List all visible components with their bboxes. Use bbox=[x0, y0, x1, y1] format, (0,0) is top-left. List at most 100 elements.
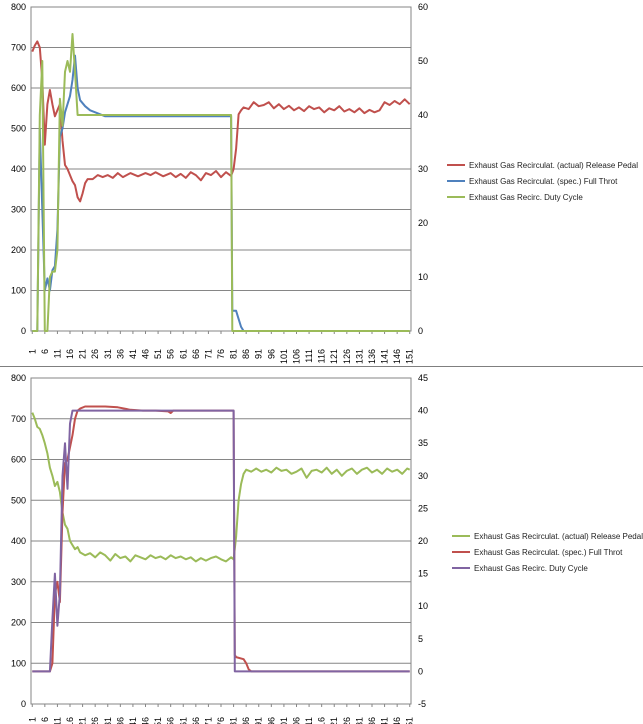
y-right-tick-label: 35 bbox=[418, 438, 428, 448]
legend-label-3: Exhaust Gas Recirc. Duty Cycle bbox=[474, 564, 588, 573]
x-tick-label: 31 bbox=[103, 717, 113, 724]
x-tick-label: 121 bbox=[329, 717, 339, 724]
x-tick-label: 26 bbox=[90, 349, 100, 359]
x-tick-label: 66 bbox=[191, 349, 201, 359]
legend-label-3: Exhaust Gas Recirc. Duty Cycle bbox=[469, 193, 583, 202]
y-right-tick-label: 0 bbox=[418, 666, 423, 676]
y-right-tick-label: 40 bbox=[418, 110, 428, 120]
x-tick-label: 121 bbox=[329, 349, 339, 364]
y-right-tick-label: 60 bbox=[418, 2, 428, 12]
y-left-tick-label: 700 bbox=[11, 414, 26, 424]
x-tick-label: 91 bbox=[254, 349, 264, 359]
y-right-tick-label: 20 bbox=[418, 536, 428, 546]
x-tick-label: 81 bbox=[229, 349, 239, 359]
y-left-tick-label: 500 bbox=[11, 495, 26, 505]
x-tick-label: 146 bbox=[392, 349, 402, 364]
x-tick-label: 26 bbox=[90, 717, 100, 724]
x-tick-label: 86 bbox=[241, 717, 251, 724]
x-tick-label: 21 bbox=[78, 717, 88, 724]
chart-panel-bottom: 0 100 200 300 400 500 600 700 800 -5 0 5 10 15 20 25 30 3… bbox=[0, 366, 643, 724]
x-tick-label: 36 bbox=[115, 349, 125, 359]
x-tick-label: 1 bbox=[27, 717, 37, 722]
x-tick-label: 21 bbox=[78, 349, 88, 359]
x-tick-label: 16 bbox=[65, 717, 75, 724]
y-left-tick-label: 800 bbox=[11, 2, 26, 12]
x-tick-label: 106 bbox=[291, 717, 301, 724]
y-left-tick-label: 800 bbox=[11, 373, 26, 383]
series-line-3 bbox=[32, 409, 410, 673]
x-tick-label: 101 bbox=[279, 349, 289, 364]
series-line-3 bbox=[32, 33, 410, 332]
x-tick-label: 116 bbox=[317, 717, 327, 724]
y-left-tick-label: 200 bbox=[11, 245, 26, 255]
x-tick-label: 61 bbox=[178, 717, 188, 724]
x-tick-label: 141 bbox=[380, 349, 390, 364]
y-right-tick-label: 50 bbox=[418, 56, 428, 66]
x-tick-label: 41 bbox=[128, 349, 138, 359]
x-tick-label: 56 bbox=[166, 717, 176, 724]
x-tick-label: 6 bbox=[40, 717, 50, 722]
y-left-tick-label: 400 bbox=[11, 164, 26, 174]
y-right-tick-label: 20 bbox=[418, 218, 428, 228]
x-tick-label: 66 bbox=[191, 717, 201, 724]
y-left-tick-label: 0 bbox=[21, 699, 26, 709]
y-right-tick-label: 25 bbox=[418, 503, 428, 513]
y-left-tick-label: 200 bbox=[11, 618, 26, 628]
y-left-tick-label: 400 bbox=[11, 536, 26, 546]
y-right-tick-label: 30 bbox=[418, 471, 428, 481]
series-line-1 bbox=[31, 412, 411, 563]
x-tick-label: 31 bbox=[103, 349, 113, 359]
x-tick-label: 126 bbox=[342, 717, 352, 724]
x-tick-label: 86 bbox=[241, 349, 251, 359]
x-tick-label: 71 bbox=[203, 717, 213, 724]
x-tick-label: 111 bbox=[304, 349, 314, 363]
x-tick-label: 76 bbox=[216, 717, 226, 724]
x-tick-label: 141 bbox=[380, 717, 390, 724]
y-right-tick-label: -5 bbox=[418, 699, 426, 709]
x-tick-label: 111 bbox=[304, 717, 314, 724]
x-tick-label: 96 bbox=[266, 717, 276, 724]
y-left-tick-label: 100 bbox=[11, 286, 26, 296]
x-tick-label: 6 bbox=[40, 349, 50, 354]
x-tick-label: 46 bbox=[141, 349, 151, 359]
y-left-tick-label: 700 bbox=[11, 43, 26, 53]
y-right-tick-label: 40 bbox=[418, 406, 428, 416]
x-tick-label: 131 bbox=[354, 717, 364, 724]
x-tick-label: 146 bbox=[392, 717, 402, 724]
y-right-tick-label: 0 bbox=[418, 326, 423, 336]
x-tick-label: 136 bbox=[367, 349, 377, 364]
legend-label-2: Exhaust Gas Recirculat. (spec.) Full Thr… bbox=[469, 177, 618, 186]
chart-bottom: 0 100 200 300 400 500 600 700 800 -5 0 5 10 15 20 25 30 3… bbox=[11, 373, 643, 724]
x-tick-label: 71 bbox=[203, 349, 213, 359]
x-tick-label: 46 bbox=[141, 717, 151, 724]
y-left-tick-label: 500 bbox=[11, 124, 26, 134]
y-right-tick-label: 30 bbox=[418, 164, 428, 174]
legend-label-1: Exhaust Gas Recirculat. (actual) Release… bbox=[474, 532, 643, 541]
legend-label-2: Exhaust Gas Recirculat. (spec.) Full Thr… bbox=[474, 548, 623, 557]
series-line-1 bbox=[31, 40, 411, 203]
x-tick-label: 16 bbox=[65, 349, 75, 359]
y-left-tick-label: 600 bbox=[11, 455, 26, 465]
x-tick-label: 116 bbox=[317, 349, 327, 363]
y-right-tick-label: 10 bbox=[418, 272, 428, 282]
x-tick-label: 51 bbox=[153, 717, 163, 724]
x-tick-label: 11 bbox=[52, 717, 62, 724]
x-tick-label: 11 bbox=[52, 349, 62, 358]
x-tick-label: 151 bbox=[405, 717, 415, 724]
legend-label-1: Exhaust Gas Recirculat. (actual) Release… bbox=[469, 161, 638, 170]
x-tick-label: 106 bbox=[291, 349, 301, 364]
y-left-tick-label: 100 bbox=[11, 658, 26, 668]
y-right-tick-label: 15 bbox=[418, 569, 428, 579]
x-tick-label: 41 bbox=[128, 717, 138, 724]
x-tick-label: 91 bbox=[254, 717, 264, 724]
x-tick-label: 136 bbox=[367, 717, 377, 724]
x-tick-label: 131 bbox=[354, 349, 364, 364]
y-left-tick-label: 300 bbox=[11, 205, 26, 215]
x-tick-label: 81 bbox=[229, 717, 239, 724]
x-tick-label: 51 bbox=[153, 349, 163, 359]
chart-panel-top: 0 100 200 300 400 500 600 700 800 0 10 20 30 40 50 60 1 6… bbox=[10, 2, 639, 365]
y-left-tick-label: 300 bbox=[11, 577, 26, 587]
x-tick-label: 56 bbox=[166, 349, 176, 359]
x-tick-label: 1 bbox=[27, 349, 37, 354]
